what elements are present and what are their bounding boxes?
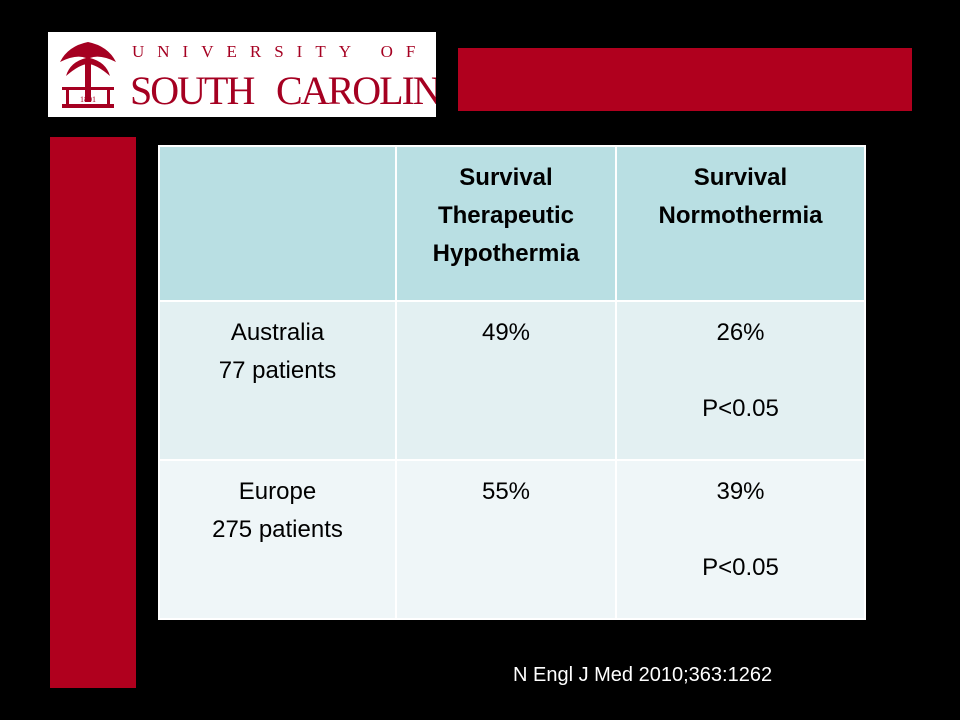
patient-count: 275 patients xyxy=(212,516,343,543)
side-bar xyxy=(50,137,136,688)
palmetto-seal xyxy=(60,42,116,108)
results-table: Survival Therapeutic Hypothermia Survival… xyxy=(158,145,866,620)
logo-top: UNIVERSITY OF xyxy=(132,42,428,61)
p-value: P<0.05 xyxy=(702,395,779,422)
row-label-cell: Australia 77 patients xyxy=(158,300,397,461)
normothermia-cell: 39% P<0.05 xyxy=(615,459,866,620)
spacer xyxy=(623,352,858,390)
patient-count: 77 patients xyxy=(218,357,337,384)
header-row: Survival Therapeutic Hypothermia Survival… xyxy=(158,145,866,302)
spacer xyxy=(623,511,858,549)
logo: 1801 UNIVERSITY OF SOUTH CAROLINA xyxy=(48,32,471,117)
logo-left-word: SOUTH xyxy=(130,68,254,113)
logo-right-word: CAROLINA xyxy=(276,68,436,113)
corner-cell xyxy=(158,145,397,302)
row-label-cell: Europe 275 patients xyxy=(158,459,397,620)
logo-svg: 1801 UNIVERSITY OF SOUTH CAROLINA xyxy=(60,42,471,113)
normothermia-value: 26% xyxy=(716,319,765,346)
p-value: P<0.05 xyxy=(702,554,779,581)
hypothermia-cell: 55% xyxy=(395,459,617,620)
hypothermia-cell: 49% xyxy=(395,300,617,461)
region-name: Europe xyxy=(238,478,317,505)
top-bar xyxy=(458,48,912,111)
region-name: Australia xyxy=(230,319,325,346)
table-row: Europe 275 patients 55% 39% P<0.05 xyxy=(158,459,866,620)
table-row: Australia 77 patients 49% 26% P<0.05 xyxy=(158,300,866,461)
normothermia-cell: 26% P<0.05 xyxy=(615,300,866,461)
seal-year: 1801 xyxy=(80,95,96,104)
normothermia-value: 39% xyxy=(716,478,765,505)
header-cell: Survival Therapeutic Hypothermia xyxy=(395,145,617,302)
citation: N Engl J Med 2010;363:1262 xyxy=(513,664,773,686)
header-cell: Survival Normothermia xyxy=(615,145,866,302)
